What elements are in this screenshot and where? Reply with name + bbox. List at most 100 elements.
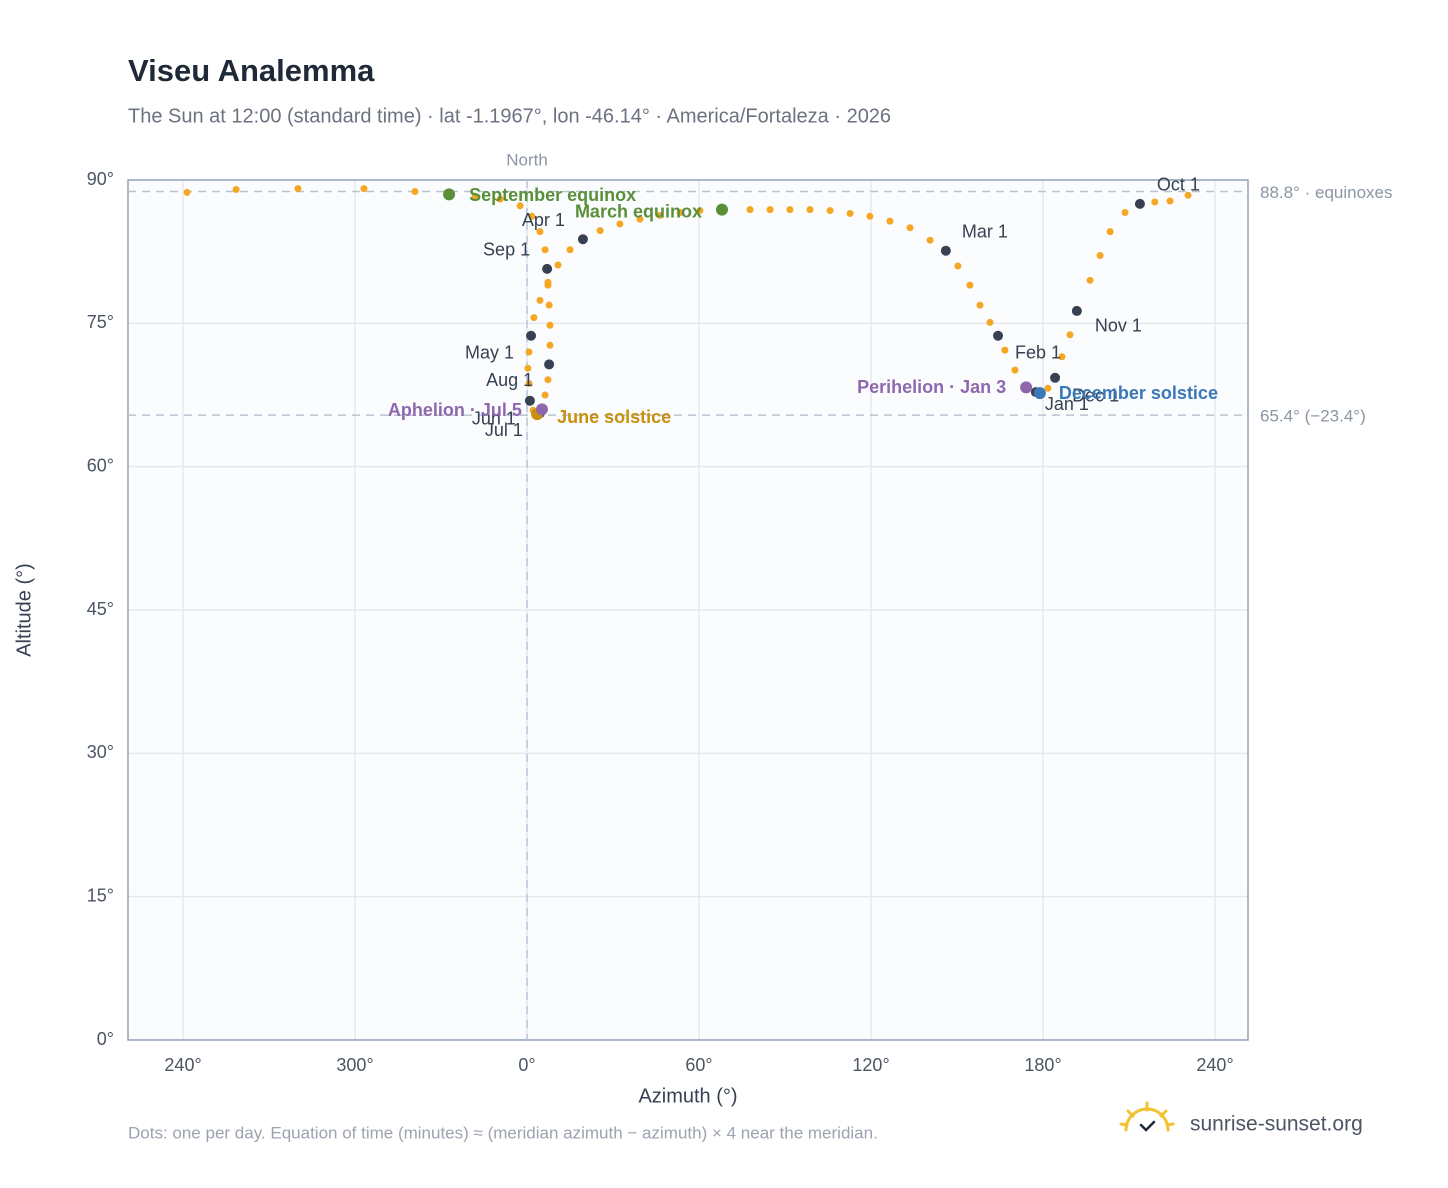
day-dot xyxy=(545,301,553,309)
chart-subtitle: The Sun at 12:00 (standard time) · lat -… xyxy=(128,105,891,127)
day-dot xyxy=(528,212,536,220)
x-tick-label: 120° xyxy=(852,1055,889,1075)
day-dot xyxy=(656,211,664,219)
day-dot xyxy=(1001,346,1009,354)
day-dot xyxy=(183,188,191,196)
month-marker xyxy=(1134,198,1145,209)
month-label: Aug 1 xyxy=(486,370,533,390)
day-dot xyxy=(525,348,533,356)
event-marker xyxy=(535,403,548,416)
y-axis-title: Altitude (°) xyxy=(13,563,35,657)
day-dot xyxy=(766,206,774,214)
month-marker xyxy=(544,359,555,370)
brand-icon xyxy=(1119,1101,1175,1132)
day-dot xyxy=(541,391,549,399)
event-label: June solstice xyxy=(557,407,671,427)
y-tick-label: 60° xyxy=(87,455,114,475)
chart-title: Viseu Analemma xyxy=(128,53,375,88)
y-tick-label: 90° xyxy=(87,169,114,189)
day-dot xyxy=(886,217,894,225)
month-label: Jun 1 xyxy=(472,408,516,428)
day-dot xyxy=(976,301,984,309)
day-dot xyxy=(1121,208,1129,216)
x-tick-label: 60° xyxy=(685,1055,712,1075)
day-dot xyxy=(544,376,552,384)
day-dot xyxy=(1096,251,1104,259)
day-dot xyxy=(525,380,533,388)
day-dot xyxy=(411,187,419,195)
day-dot xyxy=(530,314,538,322)
day-dot xyxy=(966,281,974,289)
day-dot xyxy=(541,246,549,254)
day-dot xyxy=(536,296,544,304)
day-dot xyxy=(496,195,504,203)
brand: sunrise-sunset.org xyxy=(1190,1113,1363,1136)
day-dot xyxy=(906,224,914,232)
day-dot xyxy=(746,206,754,214)
day-dot xyxy=(596,227,604,235)
event-label: Perihelion · Jan 3 xyxy=(857,377,1006,397)
day-dot xyxy=(1184,191,1192,199)
day-dot xyxy=(294,185,302,193)
event-marker xyxy=(1033,387,1046,400)
event-label: September equinox xyxy=(469,185,636,205)
plot-border xyxy=(127,179,1249,1041)
day-dot xyxy=(616,220,624,228)
month-label: Jan 1 xyxy=(1045,394,1089,414)
y-tick-label: 0° xyxy=(97,1029,114,1049)
day-dot xyxy=(954,262,962,270)
day-dot xyxy=(1011,366,1019,374)
y-tick-label: 15° xyxy=(87,885,114,905)
day-dot xyxy=(1151,198,1159,206)
y-tick-label: 45° xyxy=(87,599,114,619)
month-marker xyxy=(542,263,553,274)
day-dot xyxy=(544,281,552,289)
day-dot xyxy=(360,185,368,193)
day-dot xyxy=(471,192,479,200)
day-dot xyxy=(826,207,834,215)
x-tick-label: 240° xyxy=(164,1055,201,1075)
day-dot xyxy=(696,207,704,215)
day-dot xyxy=(846,209,854,217)
month-label: Feb 1 xyxy=(1015,343,1061,363)
month-marker xyxy=(524,395,535,406)
month-label: Mar 1 xyxy=(962,221,1008,241)
footnote: Dots: one per day. Equation of time (min… xyxy=(128,1123,878,1142)
month-label: Jul 1 xyxy=(485,420,523,440)
day-dot xyxy=(1086,276,1094,284)
x-tick-label: 240° xyxy=(1196,1055,1233,1075)
day-dot xyxy=(566,246,574,254)
day-dot xyxy=(1106,228,1114,236)
month-label: May 1 xyxy=(465,343,514,363)
event-label: March equinox xyxy=(575,201,702,221)
day-dot xyxy=(926,236,934,244)
day-dot xyxy=(676,208,684,216)
day-dot xyxy=(516,202,524,210)
day-dot xyxy=(866,212,874,220)
month-marker xyxy=(940,245,951,256)
y-tick-label: 30° xyxy=(87,742,114,762)
x-tick-label: 0° xyxy=(518,1055,535,1075)
reference-label: 88.8° · equinoxes xyxy=(1260,183,1393,202)
day-dot xyxy=(786,206,794,214)
month-marker xyxy=(1050,372,1061,383)
day-dot xyxy=(232,186,240,194)
day-dot xyxy=(546,341,554,349)
month-marker xyxy=(1071,305,1082,316)
y-tick-label: 75° xyxy=(87,312,114,332)
event-label: December solstice xyxy=(1059,383,1218,403)
day-dot xyxy=(536,228,544,236)
month-label: Dec 1 xyxy=(1072,386,1119,406)
day-dot xyxy=(986,318,994,326)
x-tick-label: 180° xyxy=(1024,1055,1061,1075)
event-marker xyxy=(1020,381,1033,394)
event-marker xyxy=(715,203,728,216)
month-label: Oct 1 xyxy=(1157,175,1200,195)
month-label: Sep 1 xyxy=(483,240,530,260)
day-dot xyxy=(636,215,644,223)
x-axis-title: Azimuth (°) xyxy=(638,1085,737,1107)
day-dot xyxy=(554,261,562,269)
day-dot xyxy=(1044,384,1052,392)
day-dot xyxy=(806,206,814,214)
